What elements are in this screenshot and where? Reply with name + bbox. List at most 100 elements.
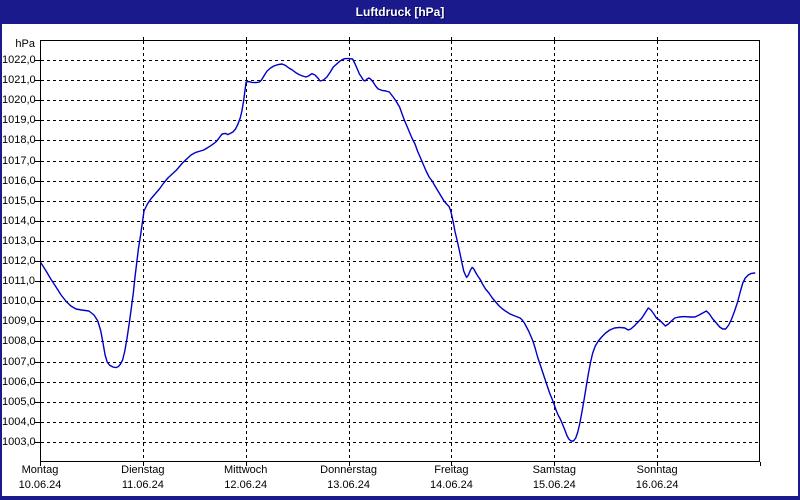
chart-title: Luftdruck [hPa] [355,5,445,19]
pressure-line-chart [41,57,756,442]
day-gridline [142,41,144,461]
x-tick-bottom [760,462,761,466]
y-tick [35,140,40,142]
y-tick [35,261,40,263]
y-gridline [41,401,759,403]
x-day-label: Dienstag [121,464,165,476]
y-gridline [41,281,759,283]
y-tick [35,441,40,443]
y-tick-label: 1011,0 [2,275,35,288]
x-tick-bottom [245,462,247,466]
y-tick [35,80,40,82]
y-tick [35,281,40,283]
y-gridline [41,160,759,162]
x-tick-bottom [657,462,659,466]
day-gridline [245,41,247,461]
x-tick-top [451,37,453,40]
day-gridline [348,41,350,461]
x-tick-top [554,37,556,40]
x-day-label: Mittwoch [224,464,268,476]
y-tick-label: 1009,0 [2,315,36,328]
y-tick-label: 1012,0 [2,255,36,268]
y-tick-label: 1016,0 [2,174,36,187]
x-day-label: Donnerstag [320,464,377,476]
y-tick [35,421,40,423]
day-gridline [554,41,556,461]
y-gridline [41,60,759,62]
x-day-label: Freitag [434,464,469,476]
y-gridline [41,421,759,423]
day-gridline [451,41,453,461]
x-date-label: 14.06.24 [430,479,473,491]
y-tick [35,240,40,242]
x-date-label: 13.06.24 [327,479,370,491]
chart-canvas: hPa 1022,0 1021,0 1020,0 1019,0 1018,0 1017,0… [2,24,798,496]
y-tick-label: 1017,0 [2,154,36,167]
y-tick [35,180,40,182]
y-tick-label: 1014,0 [2,214,36,227]
y-gridline [41,321,759,323]
y-tick-label: 1020,0 [2,94,36,107]
y-tick-label: 1010,0 [2,295,36,308]
y-tick [35,341,40,343]
y-tick-label: 1005,0 [2,395,36,408]
y-tick [35,60,40,62]
y-gridline [41,180,759,182]
x-tick-bottom [142,462,144,466]
y-tick-label: 1013,0 [2,234,36,247]
x-date-label: 15.06.24 [532,479,576,491]
x-day-label: Montag [21,464,59,476]
x-tick-top [142,37,144,40]
x-tick-bottom [451,462,453,466]
y-tick [35,220,40,222]
y-tick [35,381,40,383]
y-axis-unit-label: hPa [15,38,35,50]
y-tick [35,100,40,102]
x-date-label: 16.06.24 [635,479,679,491]
y-gridline [41,80,759,82]
y-gridline [41,140,759,142]
y-tick-label: 1019,0 [2,114,36,127]
y-tick [35,120,40,122]
y-tick-label: 1007,0 [2,355,36,368]
y-tick-label: 1006,0 [2,375,36,388]
y-tick-label: 1021,0 [2,74,36,87]
y-tick [35,160,40,162]
y-tick-label: 1004,0 [2,415,36,428]
y-gridline [41,200,759,202]
y-gridline [41,301,759,303]
window-titlebar: Luftdruck [hPa] [0,0,800,24]
y-gridline [41,361,759,363]
y-tick-label: 1018,0 [2,134,36,147]
y-gridline [41,240,759,242]
y-tick [35,401,40,403]
x-tick-top [245,37,247,40]
y-tick-label: 1003,0 [2,435,36,448]
y-tick [35,361,40,363]
y-tick [35,321,40,323]
y-gridline [41,341,759,343]
y-gridline [41,261,759,263]
x-date-label: 10.06.24 [18,479,62,491]
y-tick-label: 1015,0 [2,194,36,207]
x-tick-top [348,37,350,40]
y-tick [35,301,40,303]
y-gridline [41,120,759,122]
y-gridline [41,441,759,443]
plot-area [40,40,760,462]
x-tick-top [657,37,659,40]
x-day-label: Samstag [532,464,576,476]
pressure-series-line [41,57,756,442]
y-tick [35,200,40,202]
x-day-label: Sonntag [636,464,678,476]
y-tick-label: 1022,0 [2,54,36,67]
x-date-label: 11.06.24 [121,479,164,491]
y-gridline [41,381,759,383]
x-date-label: 12.06.24 [224,479,268,491]
y-gridline [41,100,759,102]
x-tick-bottom [40,462,41,466]
x-tick-bottom [554,462,556,466]
y-gridline [41,220,759,222]
x-tick-bottom [348,462,350,466]
